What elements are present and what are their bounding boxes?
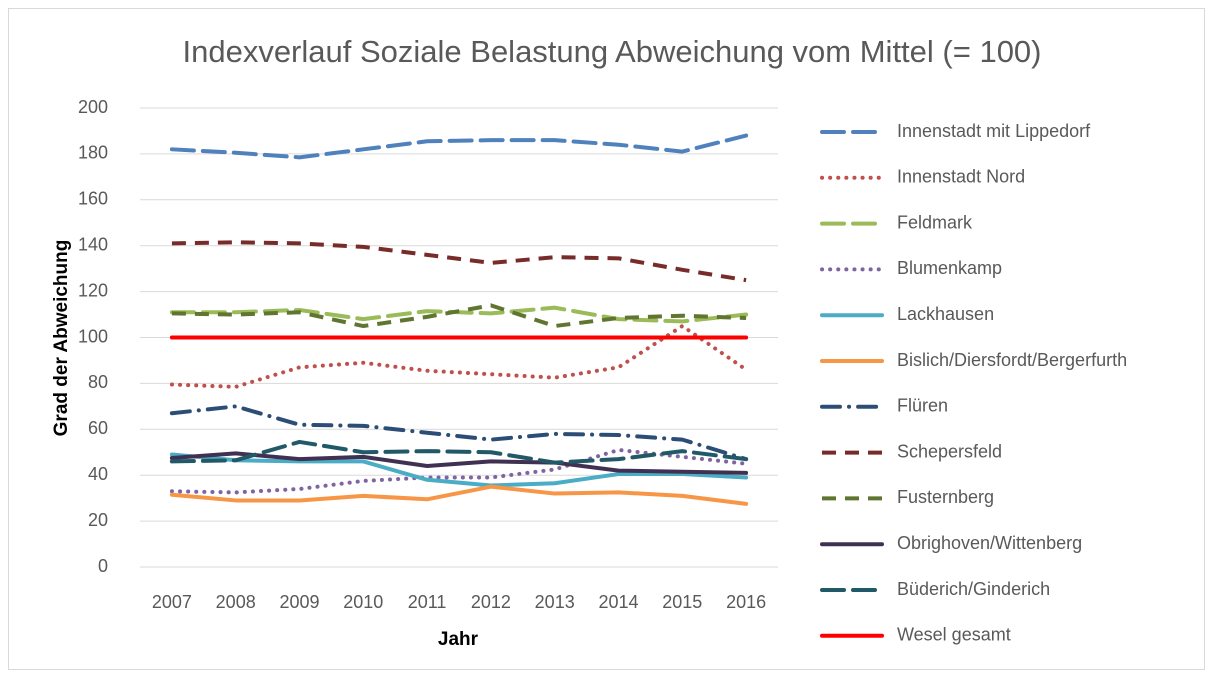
x-tick-label: 2015 xyxy=(662,592,702,612)
y-tick-label: 40 xyxy=(88,464,108,484)
legend-label: Wesel gesamt xyxy=(897,625,1011,645)
y-tick-label: 60 xyxy=(88,418,108,438)
y-tick-label: 140 xyxy=(78,234,108,254)
legend-label: Innenstadt Nord xyxy=(897,167,1025,187)
series-line xyxy=(169,447,749,495)
x-tick-label: 2009 xyxy=(279,592,319,612)
y-tick-label: 0 xyxy=(98,556,108,576)
y-tick-label: 200 xyxy=(78,97,108,117)
x-tick-label: 2013 xyxy=(535,592,575,612)
legend-label: Büderich/Ginderich xyxy=(897,579,1050,599)
y-tick-label: 180 xyxy=(78,143,108,163)
series-line xyxy=(169,484,749,506)
x-tick-label: 2016 xyxy=(726,592,766,612)
series-line xyxy=(169,324,749,389)
series-line xyxy=(171,240,747,283)
x-tick-label: 2008 xyxy=(216,592,256,612)
y-tick-label: 80 xyxy=(88,372,108,392)
legend-label: Obrighoven/Wittenberg xyxy=(897,533,1082,553)
legend-label: Feldmark xyxy=(897,212,973,232)
y-tick-label: 160 xyxy=(78,189,108,209)
series-line xyxy=(169,133,749,160)
y-tick-label: 120 xyxy=(78,280,108,300)
legend-label: Blumenkamp xyxy=(897,258,1002,278)
series-line xyxy=(169,439,749,465)
chart-title: Indexverlauf Soziale Belastung Abweichun… xyxy=(182,34,1041,69)
legend-label: Lackhausen xyxy=(897,304,994,324)
x-axis-title: Jahr xyxy=(438,629,479,650)
x-tick-label: 2010 xyxy=(343,592,383,612)
x-tick-label: 2014 xyxy=(598,592,638,612)
legend-label: Fusternberg xyxy=(897,487,994,507)
y-tick-label: 20 xyxy=(88,510,108,530)
series-line xyxy=(169,452,749,488)
y-tick-label: 100 xyxy=(78,326,108,346)
x-tick-label: 2011 xyxy=(408,592,447,612)
series-line xyxy=(169,404,749,462)
legend-label: Bislich/Diersfordt/Bergerfurth xyxy=(897,350,1127,370)
series-line xyxy=(171,303,747,329)
legend-label: Innenstadt mit Lippedorf xyxy=(897,121,1091,141)
legend-label: Flüren xyxy=(897,396,948,416)
series-line xyxy=(169,451,749,475)
y-axis-title: Grad der Abweichung xyxy=(51,240,72,437)
legend-label: Schepersfeld xyxy=(897,441,1002,461)
x-tick-label: 2007 xyxy=(152,592,192,612)
x-tick-label: 2012 xyxy=(471,592,511,612)
